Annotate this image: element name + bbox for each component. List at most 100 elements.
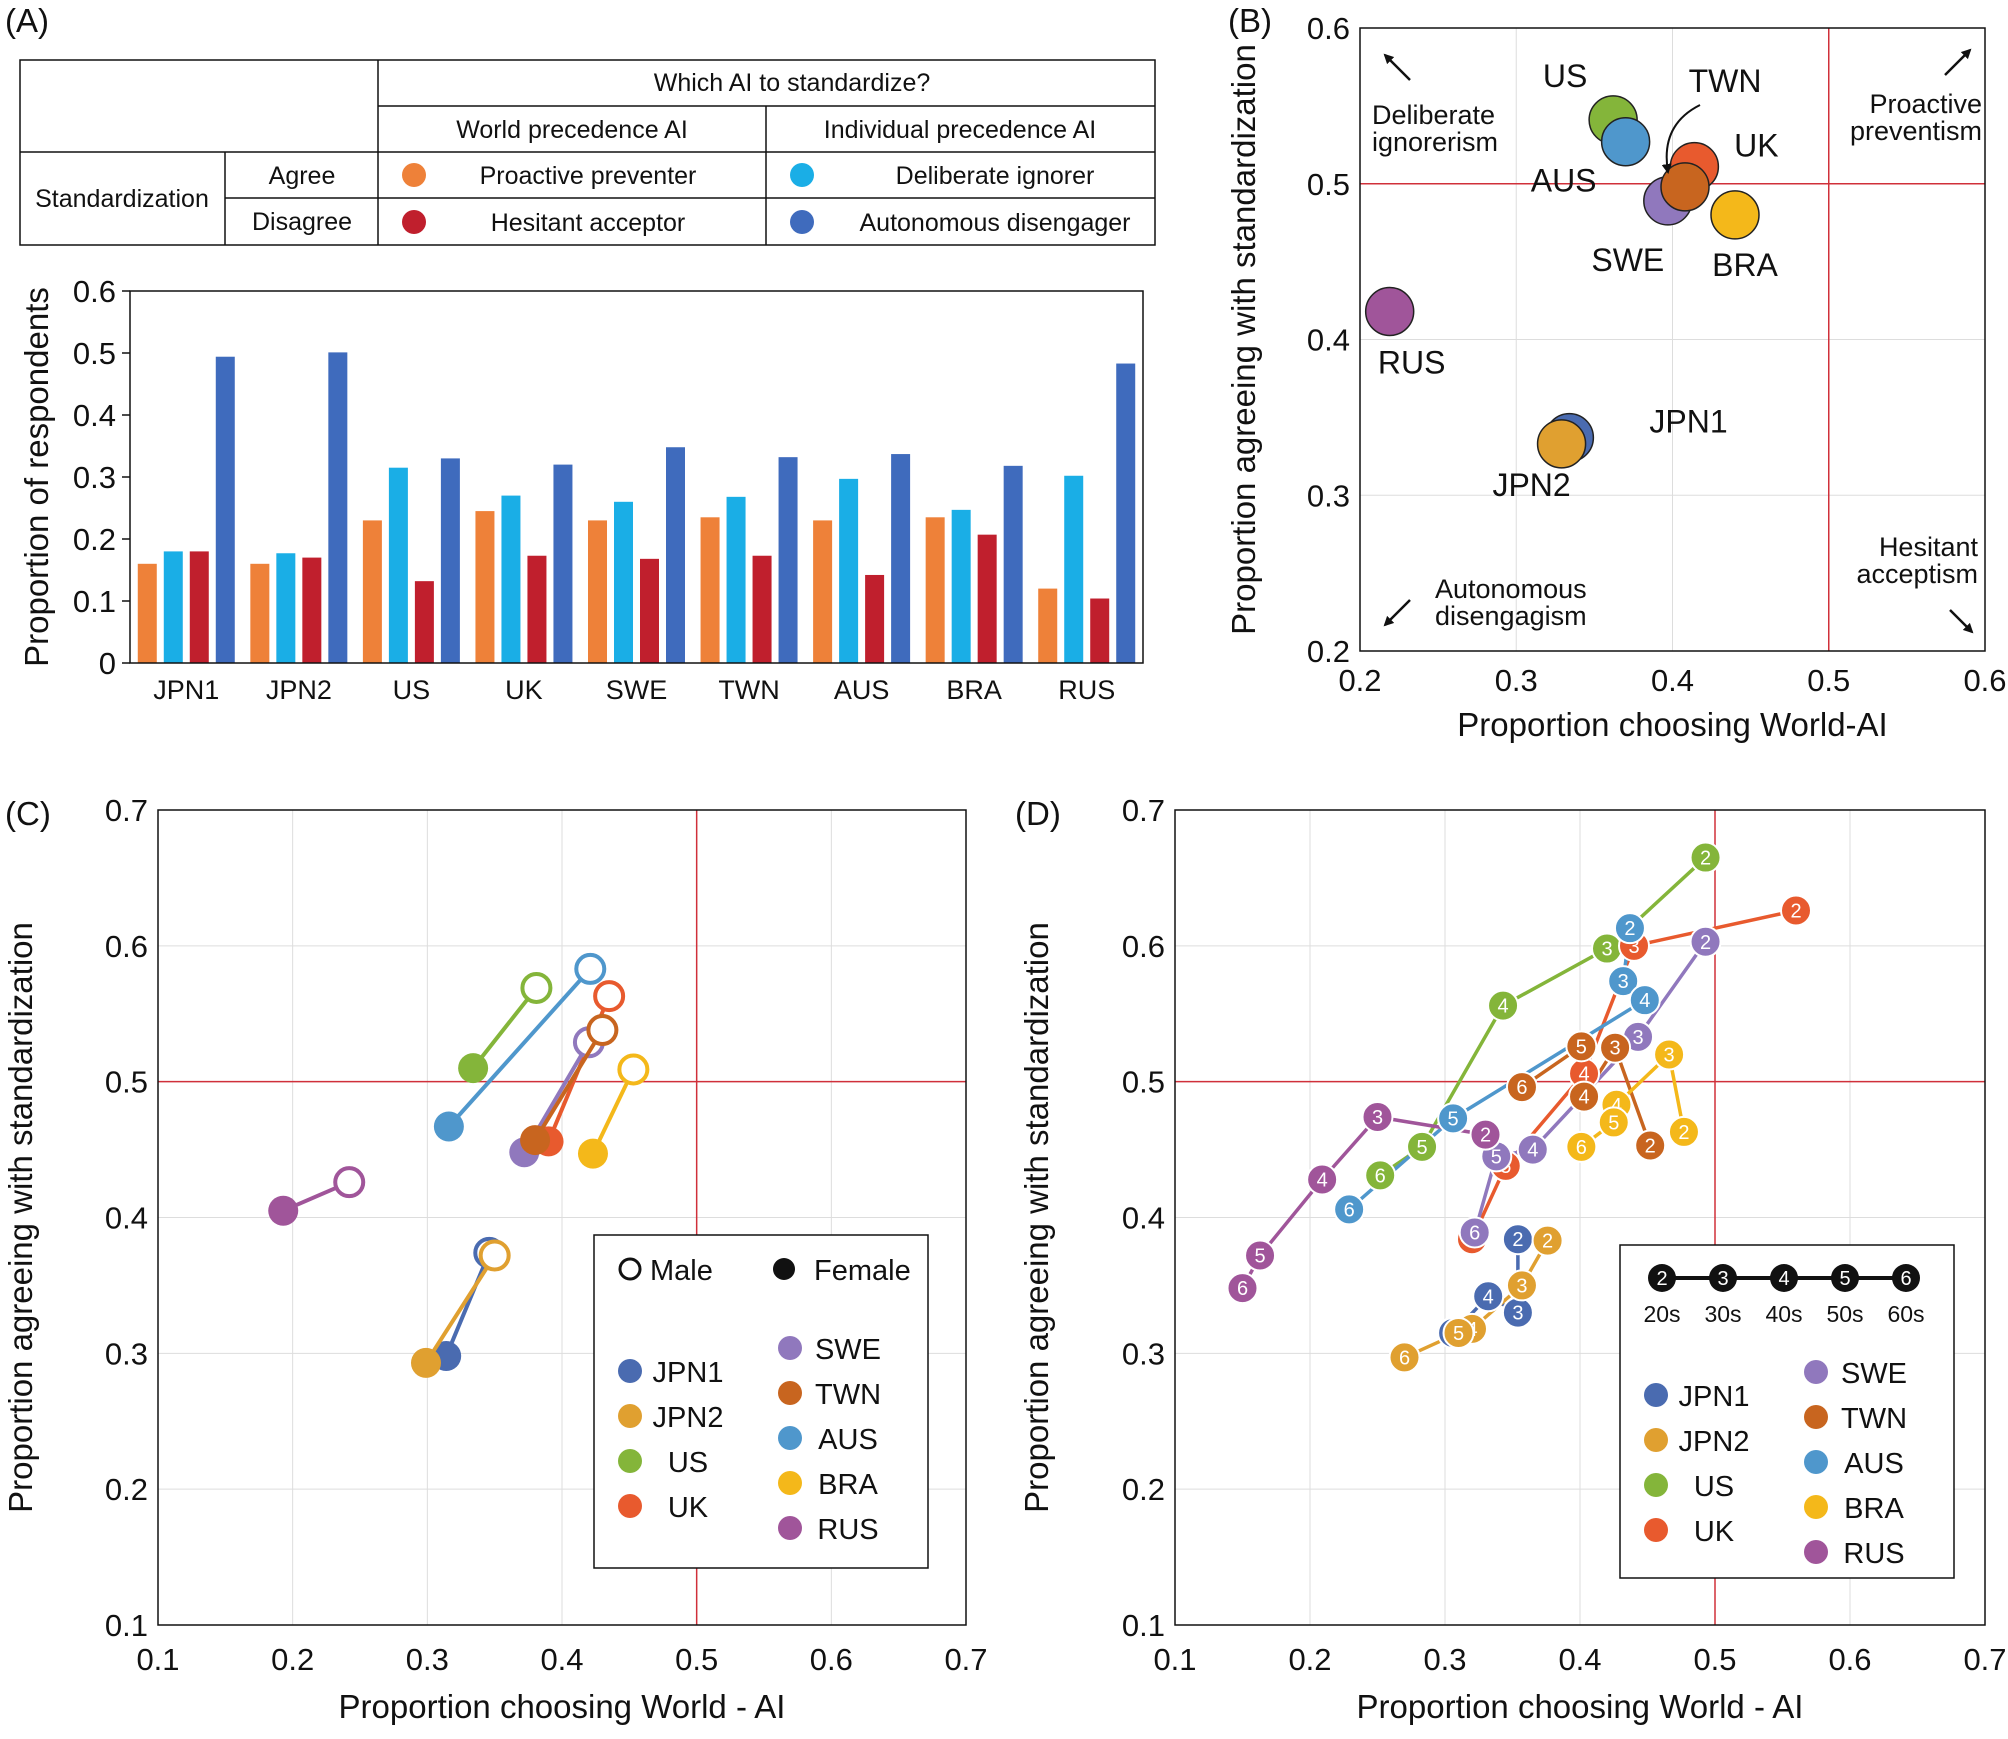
female-point-bra — [577, 1138, 608, 1169]
table-row-agree: Agree — [269, 162, 336, 190]
age-legend-digit-3: 3 — [1717, 1268, 1728, 1290]
y-tick-label: 0.6 — [1307, 11, 1350, 46]
category-label: UK — [505, 675, 543, 705]
legend-marker-twn — [1804, 1405, 1828, 1429]
age-point-jpn2-6 — [1388, 1341, 1421, 1374]
panel-label-d: (D) — [1015, 795, 1061, 832]
legend-marker-uk — [1644, 1518, 1668, 1542]
bar-twn-autonomous — [778, 457, 798, 663]
age-point-rus-5 — [1244, 1239, 1277, 1272]
age-point-twn-2 — [1634, 1129, 1667, 1162]
y-tick-label: 0.2 — [105, 1472, 148, 1507]
y-tick-label: 0.6 — [1122, 929, 1165, 964]
x-tick-label: 0.3 — [1423, 1642, 1466, 1677]
point-rus — [1364, 286, 1415, 337]
age-point-us-2 — [1689, 841, 1722, 874]
bar-bra-hesitant — [977, 534, 997, 663]
age-digit-us-3: 3 — [1601, 939, 1612, 961]
point-twn — [1660, 162, 1710, 212]
plot-frame — [129, 290, 1144, 664]
bar-jpn2-deliberate — [276, 553, 296, 663]
y-tick-label: 0.5 — [105, 1065, 148, 1100]
category-label: RUS — [1058, 675, 1115, 705]
x-tick-label: 0.2 — [1338, 663, 1381, 698]
age-digit-jpn2-3: 3 — [1516, 1275, 1527, 1297]
corner-top-left-2: ignorerism — [1372, 127, 1498, 157]
female-point-rus — [268, 1195, 299, 1226]
x-tick-label: 0.5 — [1807, 663, 1850, 698]
age-digit-us-6: 6 — [1375, 1165, 1386, 1187]
age-point-rus-4 — [1306, 1163, 1339, 1196]
age-digit-aus-3: 3 — [1618, 971, 1629, 993]
age-legend-label-3: 30s — [1704, 1301, 1741, 1327]
bar-rus-deliberate — [1064, 475, 1084, 663]
bar-bra-deliberate — [951, 509, 971, 663]
age-point-us-6 — [1364, 1159, 1397, 1192]
y-tick-label: 0.2 — [73, 522, 116, 557]
age-point-bra-5 — [1597, 1106, 1630, 1139]
legend-marker-jpn1 — [618, 1359, 642, 1383]
male-point-uk — [593, 980, 626, 1013]
y-tick-label: 0.3 — [1122, 1336, 1165, 1371]
bar-rus-hesitant — [1090, 598, 1110, 663]
female-point-us — [458, 1053, 489, 1084]
cell-proactive: Proactive preventer — [480, 162, 697, 190]
legend-box — [1619, 1244, 1955, 1579]
link-jpn2 — [424, 1254, 497, 1364]
bar-jpn2-autonomous — [328, 352, 348, 663]
bar-jpn1-hesitant — [189, 551, 209, 663]
age-point-uk-2 — [1780, 894, 1812, 927]
age-point-swe-2 — [1689, 925, 1722, 958]
x-tick-label: 0.2 — [271, 1642, 314, 1677]
age-legend-label-6: 60s — [1887, 1301, 1924, 1327]
bar-uk-proactive — [475, 511, 495, 663]
age-digit-bra-3: 3 — [1664, 1045, 1675, 1067]
male-point-bra — [617, 1053, 650, 1086]
bar-aus-proactive — [813, 520, 833, 663]
corner-bottom-right-2: acceptism — [1856, 559, 1978, 589]
scatter-chart-b: 0.2 0.3 0.4 0.5 0.6 0.2 0.3 0.4 0.5 0.6 Proportion… — [1225, 11, 2007, 743]
age-point-rus-3 — [1361, 1100, 1394, 1133]
female-point-aus — [433, 1111, 464, 1142]
x-tick-label: 0.1 — [136, 1642, 179, 1677]
bar-uk-deliberate — [501, 495, 521, 663]
x-tick-label: 0.6 — [1828, 1642, 1871, 1677]
legend-marker-rus — [778, 1516, 802, 1540]
bar-rus-proactive — [1038, 588, 1058, 663]
age-digit-us-5: 5 — [1416, 1137, 1427, 1159]
link-twn — [533, 1029, 605, 1142]
y-tick-label: 0.4 — [1307, 323, 1350, 358]
panel-label-a: (A) — [5, 2, 49, 39]
proactive-marker — [402, 163, 426, 187]
legend-male-marker — [618, 1257, 642, 1281]
female-point-twn — [520, 1125, 551, 1156]
point-label-aus: AUS — [1531, 163, 1597, 199]
legend-marker-bra — [1804, 1495, 1828, 1519]
legend-female-marker — [773, 1258, 795, 1280]
arrow-bottom-left — [1383, 599, 1411, 627]
age-digit-swe-4: 4 — [1527, 1140, 1538, 1162]
point-label-rus: RUS — [1378, 344, 1446, 380]
legend-marker-swe — [1804, 1360, 1828, 1384]
legend-label-bra: BRA — [1844, 1493, 1904, 1525]
age-digit-rus-4: 4 — [1317, 1169, 1328, 1191]
age-point-jpn2-3 — [1505, 1269, 1538, 1302]
age-digit-twn-3: 3 — [1610, 1038, 1621, 1060]
bar-twn-proactive — [700, 517, 720, 663]
y-tick-label: 0.2 — [1307, 634, 1350, 669]
y-axis-title: Proportion agreeing with standardization — [1018, 922, 1055, 1513]
legend-label-uk: UK — [668, 1492, 709, 1524]
bar-uk-autonomous — [553, 464, 573, 663]
legend-marker-jpn1 — [1644, 1383, 1668, 1407]
y-tick-label: 0.7 — [105, 793, 148, 828]
bar-twn-deliberate — [726, 496, 746, 663]
y-tick-label: 0.1 — [105, 1608, 148, 1643]
y-tick-label: 0.4 — [105, 1201, 148, 1236]
age-point-rus-2 — [1469, 1118, 1502, 1151]
point-label-jpn2: JPN2 — [1492, 467, 1570, 503]
y-tick-label: 0.5 — [1307, 167, 1350, 202]
age-legend-label-4: 40s — [1765, 1301, 1802, 1327]
y-tick-label: 0.1 — [73, 584, 116, 619]
point-jpn2 — [1536, 419, 1587, 469]
legend-marker-jpn2 — [618, 1404, 642, 1428]
